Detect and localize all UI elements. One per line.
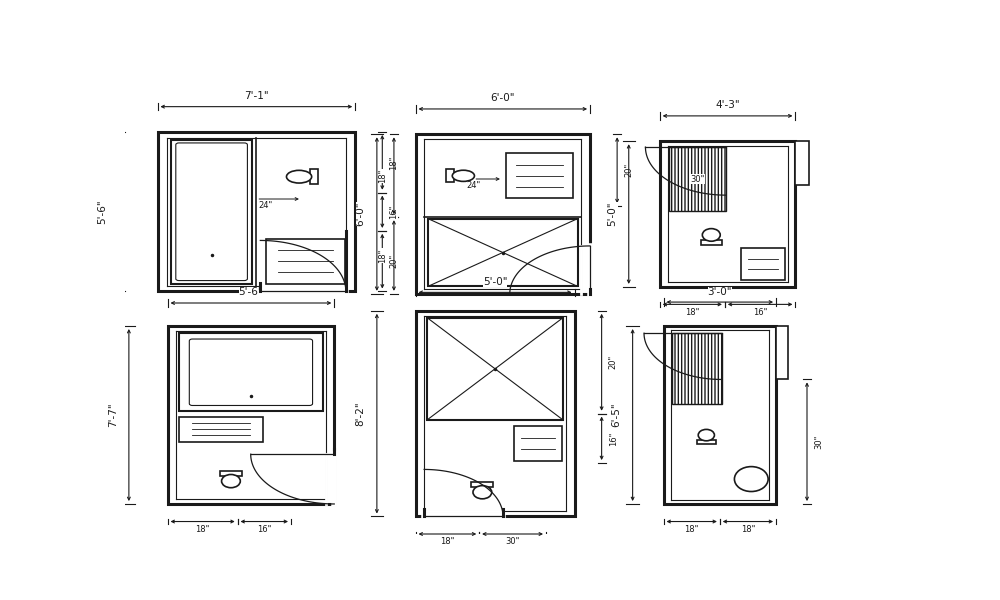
Text: 18": 18" — [378, 169, 387, 183]
Text: 4'-3": 4'-3" — [715, 100, 740, 110]
Text: 8'-2": 8'-2" — [356, 401, 366, 426]
Text: 18": 18" — [440, 538, 455, 547]
Text: 5'-0": 5'-0" — [608, 202, 618, 226]
Bar — [427, 318, 563, 420]
Bar — [171, 140, 252, 284]
Text: 7'-1": 7'-1" — [244, 91, 269, 101]
Text: 5'-6": 5'-6" — [98, 199, 108, 224]
Text: 16": 16" — [753, 308, 767, 317]
Text: 6'-0": 6'-0" — [356, 202, 366, 226]
Text: 30": 30" — [814, 434, 823, 449]
Text: 6'-5": 6'-5" — [611, 403, 621, 427]
Text: 24": 24" — [466, 181, 480, 190]
Text: 18": 18" — [685, 308, 699, 317]
Text: 16": 16" — [389, 205, 398, 219]
Text: 3'-0": 3'-0" — [708, 287, 732, 296]
Text: 6'-0": 6'-0" — [491, 94, 515, 103]
Text: 30": 30" — [690, 175, 705, 184]
Text: 5'-6": 5'-6" — [239, 287, 263, 298]
Text: 18": 18" — [389, 155, 398, 170]
Text: 5'-0": 5'-0" — [483, 277, 507, 287]
Text: 20": 20" — [609, 355, 618, 370]
Bar — [664, 326, 776, 504]
Text: 18": 18" — [741, 525, 755, 534]
Text: 20": 20" — [389, 254, 398, 268]
Bar — [416, 311, 574, 517]
Bar — [416, 134, 590, 294]
Bar — [669, 147, 726, 211]
Ellipse shape — [698, 430, 714, 441]
Bar — [660, 141, 795, 287]
Bar — [672, 333, 722, 404]
Text: 30": 30" — [505, 538, 520, 547]
Ellipse shape — [473, 485, 492, 499]
Bar — [446, 169, 454, 182]
Ellipse shape — [734, 467, 768, 491]
Bar — [310, 169, 318, 184]
Bar — [514, 426, 562, 461]
Bar — [266, 239, 345, 284]
Bar — [168, 326, 334, 504]
Bar — [506, 154, 573, 198]
Bar — [741, 248, 785, 280]
Text: 24": 24" — [258, 202, 272, 211]
Bar — [701, 240, 722, 245]
Bar — [776, 326, 788, 379]
Bar — [471, 482, 493, 487]
Text: 16": 16" — [609, 431, 618, 446]
Ellipse shape — [452, 170, 474, 181]
Ellipse shape — [222, 475, 240, 488]
Bar — [428, 218, 578, 286]
Ellipse shape — [702, 229, 720, 241]
Text: 20": 20" — [624, 163, 633, 178]
Ellipse shape — [286, 170, 312, 183]
Bar — [179, 417, 263, 442]
Bar — [220, 471, 242, 476]
Text: 18": 18" — [378, 248, 387, 263]
Text: 7'-7": 7'-7" — [108, 403, 118, 427]
Bar — [179, 333, 323, 412]
Bar — [795, 141, 809, 185]
Bar — [158, 132, 355, 292]
Text: 18": 18" — [685, 525, 699, 534]
Text: 18": 18" — [195, 525, 210, 534]
Text: 16": 16" — [257, 525, 271, 534]
Bar — [697, 440, 716, 444]
